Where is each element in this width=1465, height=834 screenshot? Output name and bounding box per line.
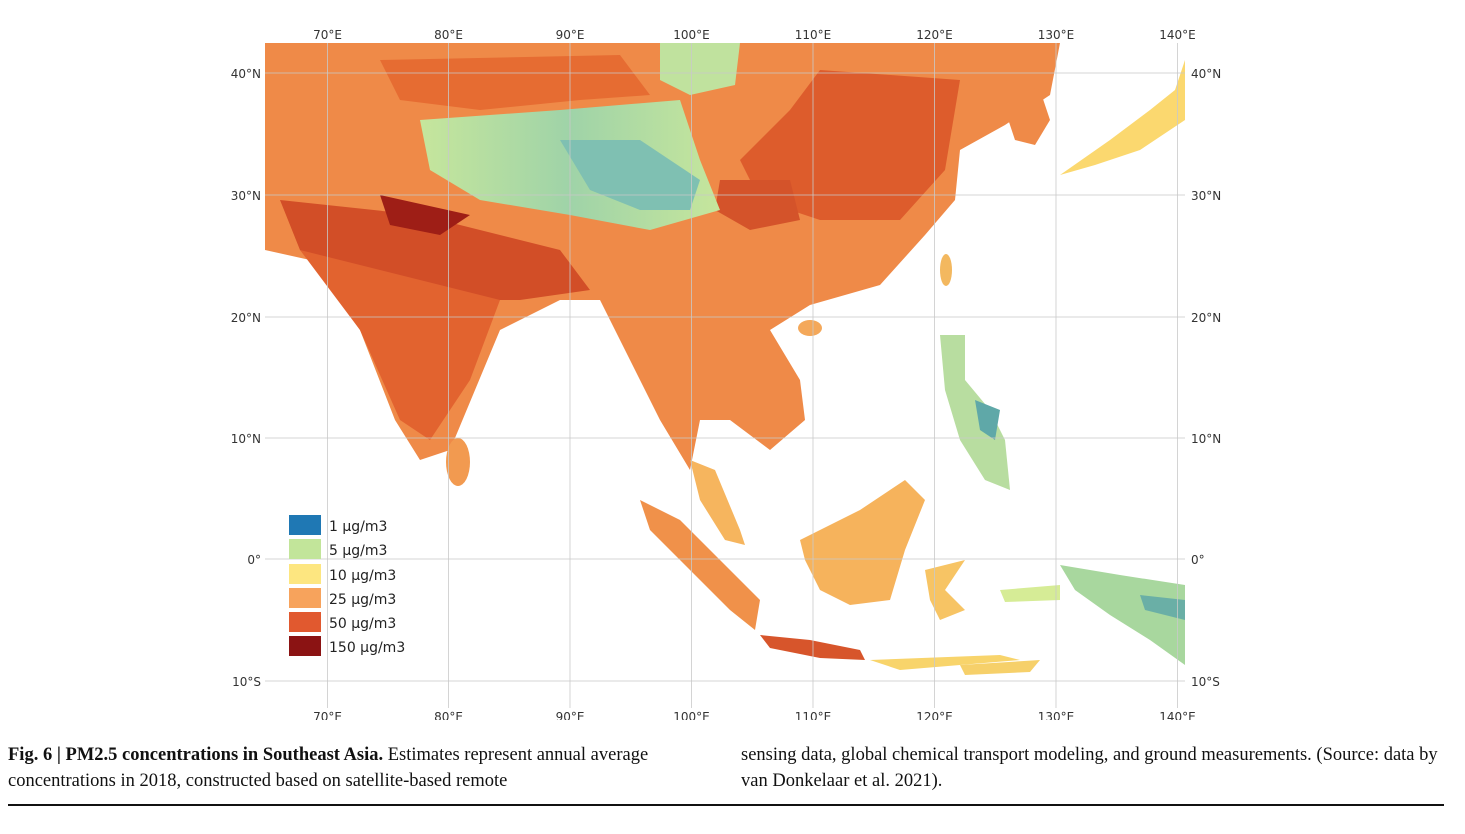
lon-tick-bottom: 80°E <box>434 710 463 720</box>
figure-caption: Fig. 6 | PM2.5 concentrations in Southea… <box>8 742 1444 794</box>
lat-labels-right: 40°N 30°N 20°N 10°N 0° 10°S <box>1191 67 1221 689</box>
land-new-guinea-teal <box>1140 595 1185 620</box>
land-india-core <box>300 250 500 440</box>
map-svg: 70°E 80°E 90°E 100°E 110°E 120°E 130°E 1… <box>231 28 1222 724</box>
land-philippines-teal <box>975 400 1000 440</box>
land-moluccas <box>1000 585 1060 602</box>
land-philippines <box>940 335 1010 490</box>
caption-column-1: Fig. 6 | PM2.5 concentrations in Southea… <box>8 742 708 794</box>
lat-tick-left: 40°N <box>231 67 261 81</box>
lon-tick-top: 110°E <box>795 28 832 42</box>
lon-tick-top: 120°E <box>916 28 953 42</box>
lon-tick-top: 70°E <box>313 28 342 42</box>
land-sunda <box>870 655 1020 670</box>
land-taiwan <box>940 254 952 286</box>
land-sri-lanka <box>446 438 470 486</box>
legend-swatch <box>289 612 321 632</box>
legend-label: 5 μg/m3 <box>329 543 387 559</box>
lat-tick-left: 0° <box>247 553 261 567</box>
legend-label: 150 μg/m3 <box>329 640 405 656</box>
legend-swatch <box>289 588 321 608</box>
legend-swatch <box>289 564 321 584</box>
lon-tick-bottom: 130°E <box>1038 710 1075 720</box>
land-taklimakan <box>380 55 650 110</box>
caption-text-1: Estimates represent annual average conce… <box>8 745 649 791</box>
legend-swatch <box>289 539 321 559</box>
lon-labels-bottom: 70°E 80°E 90°E 100°E 110°E 120°E 130°E 1… <box>313 710 1196 724</box>
land-timor <box>960 660 1040 675</box>
lon-tick-bottom: 90°E <box>556 710 585 720</box>
land-mongolia <box>660 43 740 95</box>
lon-tick-bottom: 140°E <box>1159 710 1196 720</box>
land-hainan <box>798 320 822 336</box>
lat-tick-left: 30°N <box>231 189 261 203</box>
land-tibet-core <box>560 140 700 210</box>
lat-tick-right: 20°N <box>1191 311 1221 325</box>
land-new-guinea <box>1060 565 1185 665</box>
land-sumatra <box>640 500 760 630</box>
pm25-map: 70°E 80°E 90°E 100°E 110°E 120°E 130°E 1… <box>231 28 1222 724</box>
land-layer <box>265 43 1185 675</box>
lon-tick-bottom: 110°E <box>795 710 832 720</box>
legend-swatch <box>289 636 321 656</box>
land-borneo <box>800 480 925 605</box>
lon-tick-top: 90°E <box>556 28 585 42</box>
lat-tick-left: 10°N <box>231 432 261 446</box>
lon-tick-bottom: 100°E <box>673 710 710 720</box>
land-malay <box>690 460 745 545</box>
land-java <box>760 635 865 660</box>
lon-tick-top: 80°E <box>434 28 463 42</box>
legend-label: 25 μg/m3 <box>329 592 396 608</box>
lat-tick-right: 0° <box>1191 553 1205 567</box>
lat-tick-left: 20°N <box>231 311 261 325</box>
lon-tick-bottom: 70°E <box>313 710 342 720</box>
caption-rule <box>8 804 1444 806</box>
land-japan <box>1060 60 1185 175</box>
lon-tick-top: 140°E <box>1159 28 1196 42</box>
lon-tick-top: 100°E <box>673 28 710 42</box>
lat-tick-right: 30°N <box>1191 189 1221 203</box>
legend-swatch <box>289 515 321 535</box>
lon-labels-top: 70°E 80°E 90°E 100°E 110°E 120°E 130°E 1… <box>313 28 1196 42</box>
legend-label: 50 μg/m3 <box>329 616 396 632</box>
land-north-china <box>740 70 960 220</box>
legend-label: 10 μg/m3 <box>329 568 396 584</box>
lat-tick-right: 10°S <box>1191 675 1220 689</box>
caption-column-2: sensing data, global chemical transport … <box>741 742 1444 794</box>
land-sulawesi <box>925 560 965 620</box>
lat-labels-left: 40°N 30°N 20°N 10°N 0° 10°S <box>231 67 261 689</box>
land-sichuan <box>715 180 800 230</box>
lat-tick-left: 10°S <box>232 675 261 689</box>
land-indogangetic-dark <box>380 195 470 235</box>
land-korea <box>1005 80 1050 145</box>
lat-tick-right: 40°N <box>1191 67 1221 81</box>
graticule <box>265 43 1185 708</box>
legend-label: 1 μg/m3 <box>329 519 387 535</box>
lon-tick-bottom: 120°E <box>916 710 953 720</box>
lat-tick-right: 10°N <box>1191 432 1221 446</box>
lon-tick-top: 130°E <box>1038 28 1075 42</box>
caption-text-2: sensing data, global chemical transport … <box>741 745 1438 791</box>
legend: 1 μg/m3 5 μg/m3 10 μg/m3 25 μg/m3 50 μg/… <box>289 515 405 656</box>
figure-label: Fig. 6 | PM2.5 concentrations in Southea… <box>8 745 384 765</box>
